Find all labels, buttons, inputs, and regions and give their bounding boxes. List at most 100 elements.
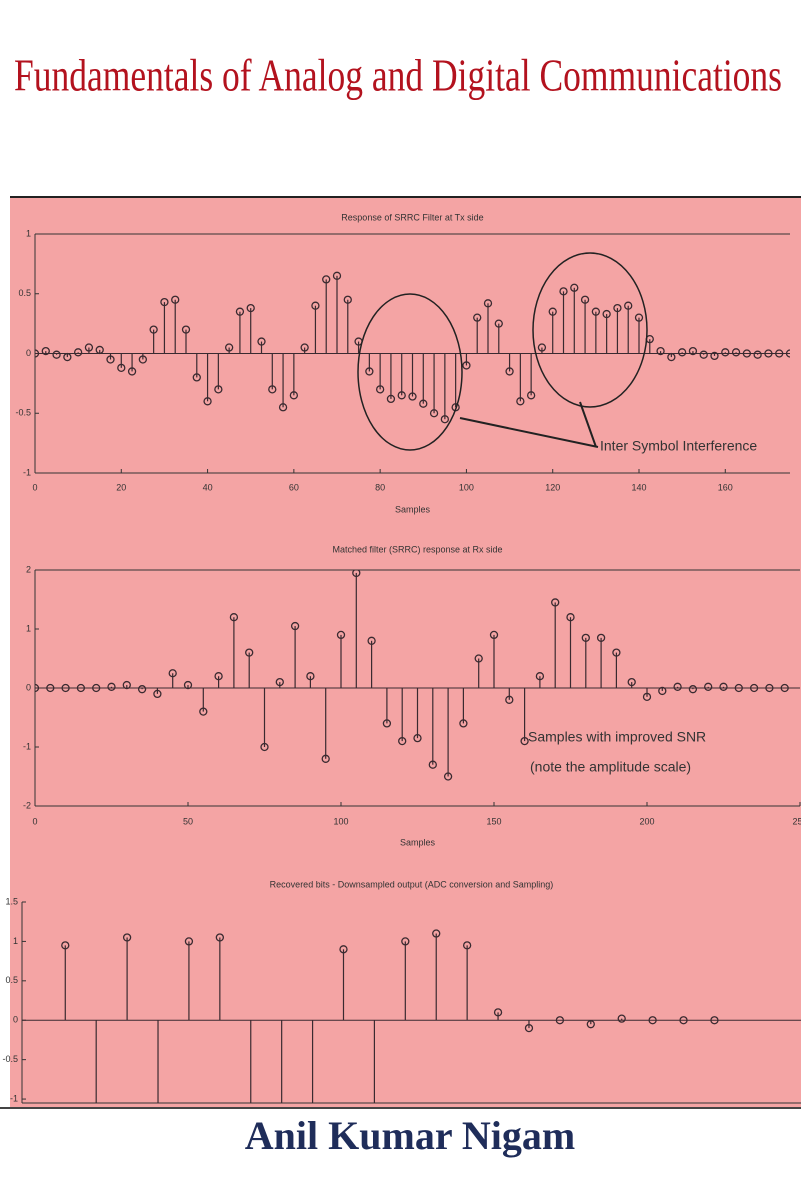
- stem-marker: [642, 692, 652, 701]
- stem-marker: [570, 283, 579, 292]
- stem-marker: [245, 648, 254, 657]
- stem-marker: [459, 719, 468, 728]
- stem-marker: [339, 945, 348, 954]
- stem-marker: [171, 295, 180, 304]
- stem-marker: [367, 636, 376, 645]
- stem-marker: [149, 325, 158, 334]
- stem-marker: [721, 348, 730, 357]
- stem-marker: [765, 683, 774, 693]
- stem-marker: [667, 352, 676, 362]
- stem-marker: [183, 680, 193, 690]
- stem-marker: [275, 677, 284, 687]
- stem-marker: [84, 343, 94, 352]
- stem-marker: [215, 933, 224, 942]
- x-tick-label: 100: [459, 482, 474, 492]
- callout-ellipse: [357, 293, 463, 451]
- stem-marker: [548, 307, 557, 316]
- stem-marker: [375, 385, 385, 394]
- stem-marker: [46, 683, 55, 693]
- y-tick-label: 1: [26, 623, 31, 633]
- x-tick-label: 150: [486, 816, 501, 826]
- stem-marker: [35, 349, 40, 358]
- chart: Recovered bits - Downsampled output (ADC…: [2, 879, 801, 1104]
- stem-marker: [483, 299, 493, 308]
- x-tick-label: 40: [203, 482, 213, 492]
- stem-marker: [408, 392, 417, 401]
- stem-marker: [41, 346, 50, 356]
- stem-marker: [617, 1014, 626, 1023]
- stem-marker: [440, 415, 450, 424]
- book-title: Fundamentals of Analog and Digital Commu…: [14, 50, 782, 101]
- stem-marker: [559, 287, 568, 296]
- stem-marker: [602, 309, 611, 319]
- chart: Response of SRRC Filter at Tx side -1 -0.5…: [15, 212, 790, 514]
- annotation: (note the amplitude scale): [530, 759, 691, 775]
- annotation: Samples with improved SNR: [528, 729, 706, 745]
- stem-marker: [352, 570, 361, 578]
- stem-marker: [764, 349, 773, 358]
- stem-marker: [106, 355, 115, 364]
- stem-marker: [246, 303, 255, 313]
- x-tick-label: 140: [631, 482, 646, 492]
- x-tick-label: 0: [32, 482, 37, 492]
- stem-marker: [122, 933, 132, 942]
- x-axis-label: Samples: [400, 837, 436, 847]
- stem-marker: [311, 301, 320, 310]
- stem-marker: [168, 669, 177, 678]
- stem-marker: [343, 295, 352, 304]
- stem-marker: [199, 707, 208, 716]
- stem-marker: [749, 683, 759, 693]
- stem-marker: [505, 695, 514, 704]
- stem-marker: [710, 351, 719, 361]
- stem-marker: [493, 1008, 503, 1017]
- stem-marker: [413, 734, 422, 743]
- callout-arrow: [459, 417, 599, 448]
- callout-ellipse: [532, 252, 648, 408]
- stem-marker: [516, 397, 525, 406]
- stem-marker: [398, 736, 407, 746]
- stem-marker: [184, 937, 194, 946]
- stem-marker: [268, 385, 277, 394]
- stem-marker: [586, 1020, 595, 1029]
- stem-marker: [127, 367, 137, 376]
- y-tick-label: -2: [23, 800, 31, 810]
- stem-marker: [520, 736, 529, 746]
- stem-marker: [634, 313, 644, 322]
- stem-marker: [95, 345, 104, 355]
- stem-marker: [785, 349, 790, 358]
- stem-marker: [505, 367, 514, 376]
- stem-marker: [596, 633, 606, 642]
- stem-marker: [117, 363, 126, 372]
- stem-marker: [704, 682, 713, 691]
- stem-marker: [181, 325, 191, 334]
- x-tick-label: 250: [792, 816, 801, 826]
- stem-marker: [224, 343, 234, 352]
- y-tick-label: -1: [23, 741, 31, 751]
- stem-marker: [382, 719, 392, 728]
- stem-marker: [627, 677, 636, 687]
- stem-marker: [61, 683, 70, 693]
- chart-title: Response of SRRC Filter at Tx side: [341, 212, 483, 222]
- y-tick-label: 1: [13, 936, 18, 946]
- x-tick-label: 100: [333, 816, 348, 826]
- stem-marker: [555, 1016, 565, 1025]
- chart: Matched filter (SRRC) response at Rx sid…: [23, 544, 801, 847]
- x-tick-label: 80: [375, 482, 385, 492]
- stem-marker: [138, 355, 148, 364]
- stem-marker: [677, 348, 687, 357]
- stem-marker: [566, 613, 575, 622]
- stem-marker: [76, 683, 86, 693]
- stem-marker: [613, 303, 622, 313]
- stem-marker: [260, 742, 269, 752]
- stem-marker: [336, 630, 346, 640]
- stem-marker: [462, 941, 472, 950]
- stem-marker: [535, 672, 545, 681]
- stem-marker: [731, 348, 741, 357]
- stem-marker: [699, 350, 708, 359]
- stem-marker: [419, 399, 428, 408]
- stem-marker: [580, 295, 590, 304]
- stem-marker: [524, 1023, 534, 1033]
- x-tick-label: 200: [639, 816, 654, 826]
